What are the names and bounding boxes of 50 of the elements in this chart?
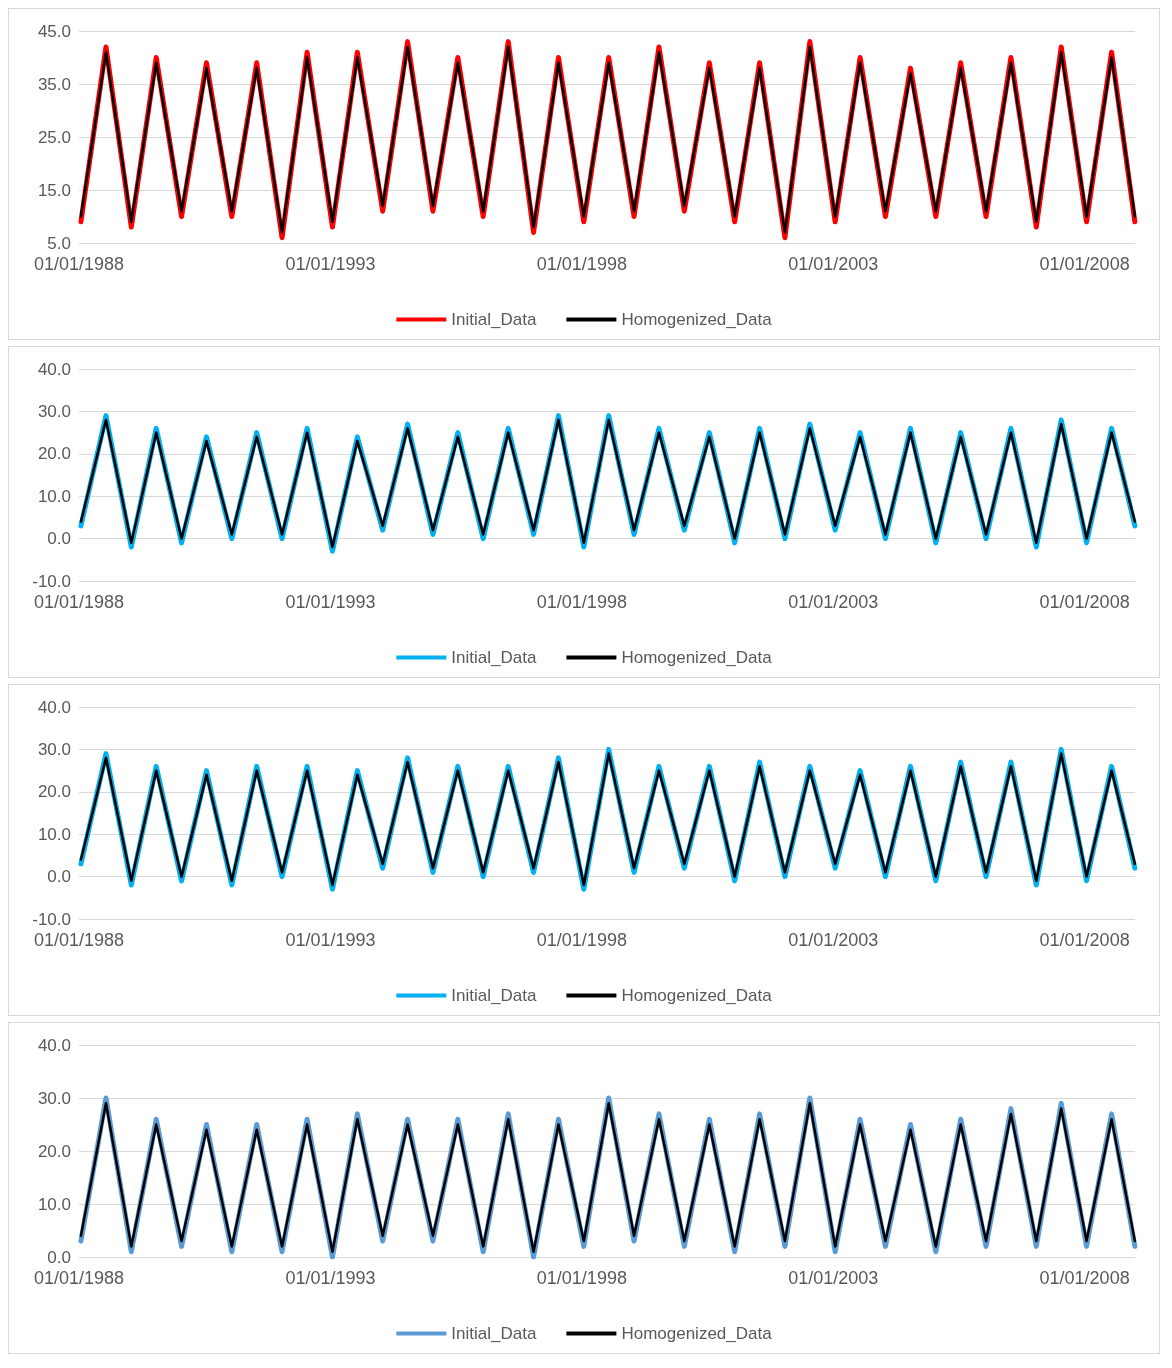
x-tick-label: 01/01/1998 bbox=[536, 930, 627, 950]
legend-label: Homogenized_Data bbox=[621, 648, 773, 667]
x-tick-label: 01/01/1998 bbox=[536, 1268, 627, 1288]
y-tick-label: 0.0 bbox=[47, 529, 71, 549]
x-tick-label: 01/01/1998 bbox=[536, 254, 627, 274]
legend-label: Initial_Data bbox=[451, 310, 537, 329]
legend-label: Initial_Data bbox=[451, 648, 537, 667]
x-tick-label: 01/01/2008 bbox=[1039, 254, 1130, 274]
y-tick-label: 40.0 bbox=[37, 697, 71, 717]
y-tick-label: 10.0 bbox=[37, 824, 71, 844]
y-tick-label: -10.0 bbox=[32, 571, 71, 591]
y-tick-label: 30.0 bbox=[37, 1088, 71, 1108]
x-tick-label: 01/01/2003 bbox=[788, 1268, 879, 1288]
y-tick-label: 10.0 bbox=[37, 1194, 71, 1214]
x-tick-label: 01/01/2003 bbox=[788, 930, 879, 950]
y-tick-label: 15.0 bbox=[37, 180, 71, 200]
y-tick-label: 5.0 bbox=[47, 233, 71, 253]
x-tick-label: 01/01/1988 bbox=[33, 592, 125, 612]
y-tick-label: 10.0 bbox=[37, 486, 71, 506]
y-tick-label: 40.0 bbox=[37, 1035, 71, 1055]
legend-label: Homogenized_Data bbox=[621, 1324, 773, 1343]
x-tick-label: 01/01/2008 bbox=[1039, 1268, 1130, 1288]
x-tick-label: 01/01/1988 bbox=[33, 254, 125, 274]
y-tick-label: 30.0 bbox=[37, 401, 71, 421]
x-tick-label: 01/01/1988 bbox=[33, 930, 125, 950]
x-tick-label: 01/01/2003 bbox=[788, 592, 879, 612]
legend-label: Homogenized_Data bbox=[621, 986, 773, 1005]
x-tick-label: 01/01/1993 bbox=[285, 1268, 376, 1288]
y-tick-label: 20.0 bbox=[37, 444, 71, 464]
y-tick-label: 25.0 bbox=[37, 127, 71, 147]
x-tick-label: 01/01/2008 bbox=[1039, 592, 1130, 612]
y-tick-label: 20.0 bbox=[37, 1141, 71, 1161]
legend-label: Initial_Data bbox=[451, 1324, 537, 1343]
x-tick-label: 01/01/1993 bbox=[285, 254, 376, 274]
y-tick-label: 30.0 bbox=[37, 739, 71, 759]
y-tick-label: -10.0 bbox=[32, 909, 71, 929]
x-tick-label: 01/01/1998 bbox=[536, 592, 627, 612]
x-tick-label: 01/01/1993 bbox=[285, 930, 376, 950]
y-tick-label: 45.0 bbox=[37, 21, 71, 41]
legend-label: Homogenized_Data bbox=[621, 310, 773, 329]
x-tick-label: 01/01/2008 bbox=[1039, 930, 1130, 950]
y-tick-label: 40.0 bbox=[37, 359, 71, 379]
y-tick-label: 0.0 bbox=[47, 867, 71, 887]
x-tick-label: 01/01/1993 bbox=[285, 592, 376, 612]
legend-label: Initial_Data bbox=[451, 986, 537, 1005]
x-tick-label: 01/01/1988 bbox=[33, 1268, 125, 1288]
y-tick-label: 0.0 bbox=[47, 1247, 71, 1267]
y-tick-label: 20.0 bbox=[37, 782, 71, 802]
y-tick-label: 35.0 bbox=[37, 74, 71, 94]
x-tick-label: 01/01/2003 bbox=[788, 254, 879, 274]
